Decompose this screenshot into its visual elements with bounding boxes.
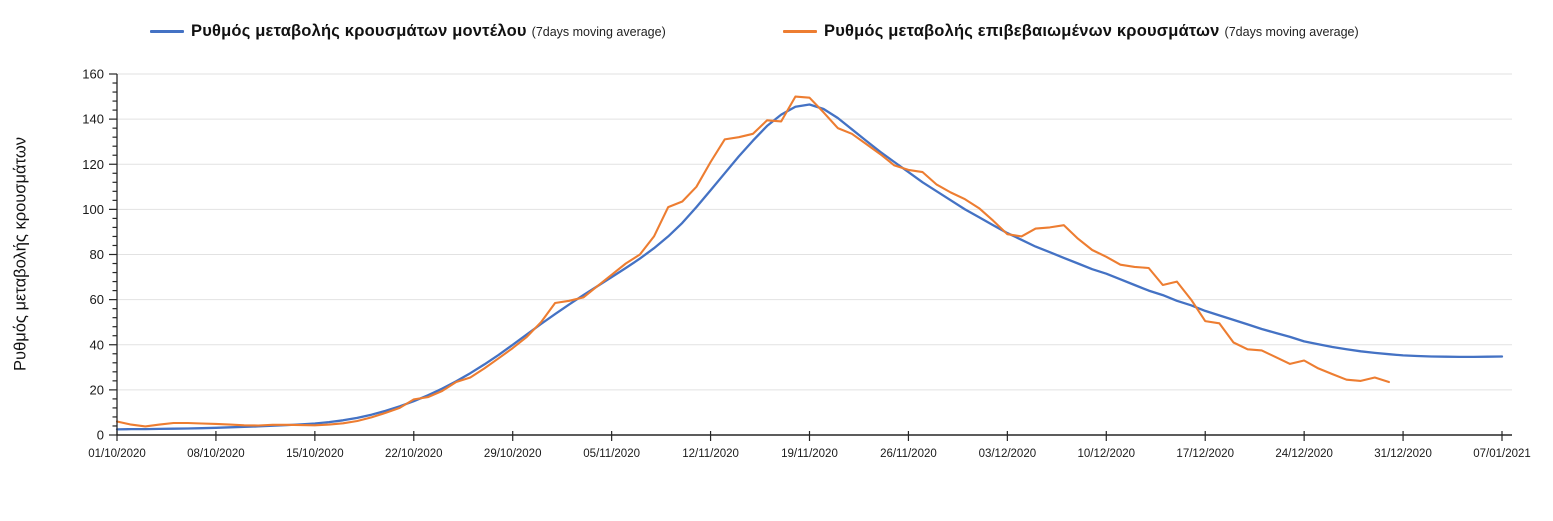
x-tick-label: 19/11/2020 <box>781 448 838 460</box>
x-tick-label: 24/12/2020 <box>1275 448 1333 460</box>
y-tick-label: 20 <box>90 382 104 397</box>
y-tick-label: 60 <box>90 292 104 307</box>
x-tick-label: 05/11/2020 <box>583 448 640 460</box>
confirmed-series-suffix: (7days moving average) <box>1224 24 1359 39</box>
confirmed-series-label: Ρυθμός μεταβολής επιβεβαιωμένων κρουσμάτ… <box>824 22 1220 40</box>
confirmed-series-swatch <box>783 30 817 33</box>
confirmed-series-line <box>115 95 1390 428</box>
y-tick-label: 0 <box>97 428 104 443</box>
model-series-swatch <box>150 30 184 33</box>
y-tick-label: 120 <box>82 157 104 172</box>
x-tick-label: 03/12/2020 <box>979 448 1037 460</box>
legend-item-confirmed: Ρυθμός μεταβολής επιβεβαιωμένων κρουσμάτ… <box>783 22 1359 41</box>
x-tick-label: 29/10/2020 <box>484 448 542 460</box>
x-tick-label: 17/12/2020 <box>1176 448 1234 460</box>
legend-item-model: Ρυθμός μεταβολής κρουσμάτων μοντέλου (7d… <box>150 22 666 41</box>
model-series-label: Ρυθμός μεταβολής κρουσμάτων μοντέλου <box>191 22 527 40</box>
x-tick-label: 08/10/2020 <box>187 448 245 460</box>
y-tick-label: 100 <box>82 202 104 217</box>
y-tick-label: 160 <box>82 67 104 82</box>
x-tick-label: 26/11/2020 <box>880 448 937 460</box>
y-tick-label: 40 <box>90 337 104 352</box>
x-tick-label: 12/11/2020 <box>682 448 739 460</box>
x-tick-label: 15/10/2020 <box>286 448 344 460</box>
x-tick-label: 31/12/2020 <box>1374 448 1432 460</box>
x-tick-label: 07/01/2021 <box>1473 448 1531 460</box>
model-series-suffix: (7days moving average) <box>531 24 666 39</box>
x-tick-label: 22/10/2020 <box>385 448 443 460</box>
y-axis-title: Ρυθμός μεταβολής κρουσμάτων <box>11 137 30 371</box>
y-tick-label: 80 <box>90 247 104 262</box>
y-tick-label: 140 <box>82 112 104 127</box>
x-tick-label: 01/10/2020 <box>88 448 146 460</box>
model-series-line <box>115 103 1504 431</box>
x-tick-label: 10/12/2020 <box>1078 448 1136 460</box>
